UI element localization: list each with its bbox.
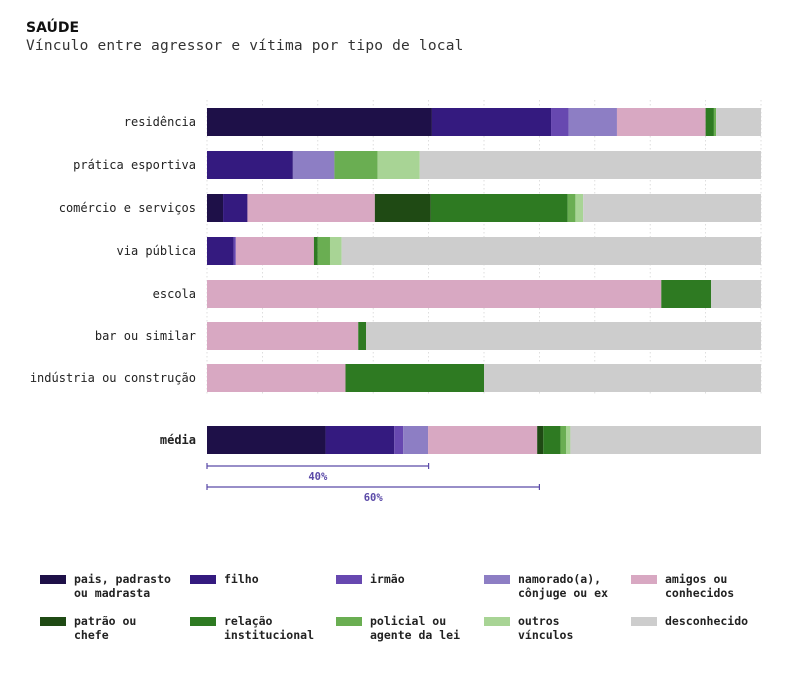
bar-segment: [207, 364, 346, 392]
legend-label: patrão ou chefe: [74, 614, 137, 642]
bar-segment: [365, 322, 761, 350]
bar-segment: [313, 237, 318, 265]
bar-segment: [334, 151, 378, 179]
legend-swatch: [190, 575, 216, 584]
legend-item-filho: filho: [190, 572, 336, 600]
bar-segment: [329, 237, 342, 265]
legend-swatch: [484, 617, 510, 626]
bar-segment: [374, 194, 431, 222]
bar-segment: [207, 151, 293, 179]
bar-segment: [428, 426, 538, 454]
bar-segment: [430, 194, 568, 222]
bar-segment: [484, 364, 761, 392]
legend-label: irmão: [370, 572, 405, 586]
reference-label: 60%: [364, 492, 384, 504]
bar-segment: [583, 194, 761, 222]
legend-swatch: [631, 617, 657, 626]
bar-segment: [716, 108, 761, 136]
bar-segment: [568, 108, 617, 136]
bar-segment: [341, 237, 761, 265]
legend-item-relacao-institucional: relação institucional: [190, 614, 336, 642]
bar-segment: [713, 108, 717, 136]
bar-segment: [233, 237, 236, 265]
bar-segment: [419, 151, 761, 179]
legend-item-namorado: namorado(a), cônjuge ou ex: [484, 572, 631, 600]
legend-item-policial: policial ou agente da lei: [336, 614, 484, 642]
legend-label: desconhecido: [665, 614, 749, 628]
legend-swatch: [631, 575, 657, 584]
bar-segment: [207, 194, 224, 222]
bar-segment: [377, 151, 420, 179]
legend-item-irmao: irmão: [336, 572, 484, 600]
bar-segment: [565, 426, 571, 454]
bar-segment: [403, 426, 429, 454]
legend-swatch: [484, 575, 510, 584]
legend-item-desconhecido: desconhecido: [631, 614, 771, 642]
stacked-bar-chart: residência prática esportiva comércio e se…: [30, 100, 762, 504]
bar-segment: [207, 237, 234, 265]
legend-swatch: [40, 575, 66, 584]
bar-segment: [705, 108, 714, 136]
bar-segment: [575, 194, 584, 222]
legend-swatch: [40, 617, 66, 626]
legend-swatch: [336, 617, 362, 626]
bar-segment: [394, 426, 404, 454]
bar-segment: [325, 426, 395, 454]
bar-segment: [207, 280, 662, 308]
chart-section-title: SAÚDE: [26, 20, 80, 36]
bar-segment: [207, 322, 359, 350]
chart-subtitle: Vínculo entre agressor e vítima por tipo…: [26, 38, 464, 54]
legend-label: amigos ou conhecidos: [665, 572, 735, 600]
reference-bracket: 60%: [206, 484, 541, 504]
bar-segment: [551, 108, 569, 136]
reference-label: 40%: [308, 471, 328, 483]
legend-swatch: [190, 617, 216, 626]
bar-segment: [661, 280, 712, 308]
bar-segment: [235, 237, 314, 265]
category-label: escola: [153, 287, 196, 301]
legend-label: namorado(a), cônjuge ou ex: [518, 572, 609, 600]
bar-segment: [207, 426, 326, 454]
bar-segment: [543, 426, 561, 454]
bar-segment: [560, 426, 566, 454]
bar-segment: [317, 237, 330, 265]
legend-label: filho: [224, 572, 259, 586]
category-label: comércio e serviços: [59, 201, 196, 215]
legend-label: pais, padrasto ou madrasta: [74, 572, 171, 600]
bar-segment: [570, 426, 761, 454]
legend: pais, padrasto ou madrasta filho irmão namo…: [40, 572, 780, 642]
bar-segment: [207, 108, 432, 136]
legend-label: policial ou agente da lei: [370, 614, 461, 642]
legend-item-pais-padrasto-madrasta: pais, padrasto ou madrasta: [40, 572, 190, 600]
category-label: média: [160, 433, 196, 447]
legend-label: relação institucional: [224, 614, 315, 642]
reference-bracket: 40%: [206, 463, 430, 483]
legend-item-outros: outros vínculos: [484, 614, 631, 642]
category-label: residência: [124, 115, 196, 129]
bar-segment: [616, 108, 706, 136]
bar-segment: [567, 194, 576, 222]
legend-item-patrao: patrão ou chefe: [40, 614, 190, 642]
legend-swatch: [336, 575, 362, 584]
bar-segment: [345, 364, 484, 392]
bar-segment: [431, 108, 552, 136]
bar-segment: [537, 426, 544, 454]
bar-segment: [711, 280, 761, 308]
category-label: indústria ou construção: [30, 371, 196, 385]
bar-segment: [358, 322, 366, 350]
category-label: bar ou similar: [95, 329, 196, 343]
legend-label: outros vínculos: [518, 614, 574, 642]
category-label: via pública: [117, 244, 196, 258]
category-label: prática esportiva: [73, 158, 196, 172]
bar-segment: [223, 194, 248, 222]
bar-segment: [247, 194, 375, 222]
legend-item-amigos: amigos ou conhecidos: [631, 572, 771, 600]
bar-segment: [292, 151, 335, 179]
